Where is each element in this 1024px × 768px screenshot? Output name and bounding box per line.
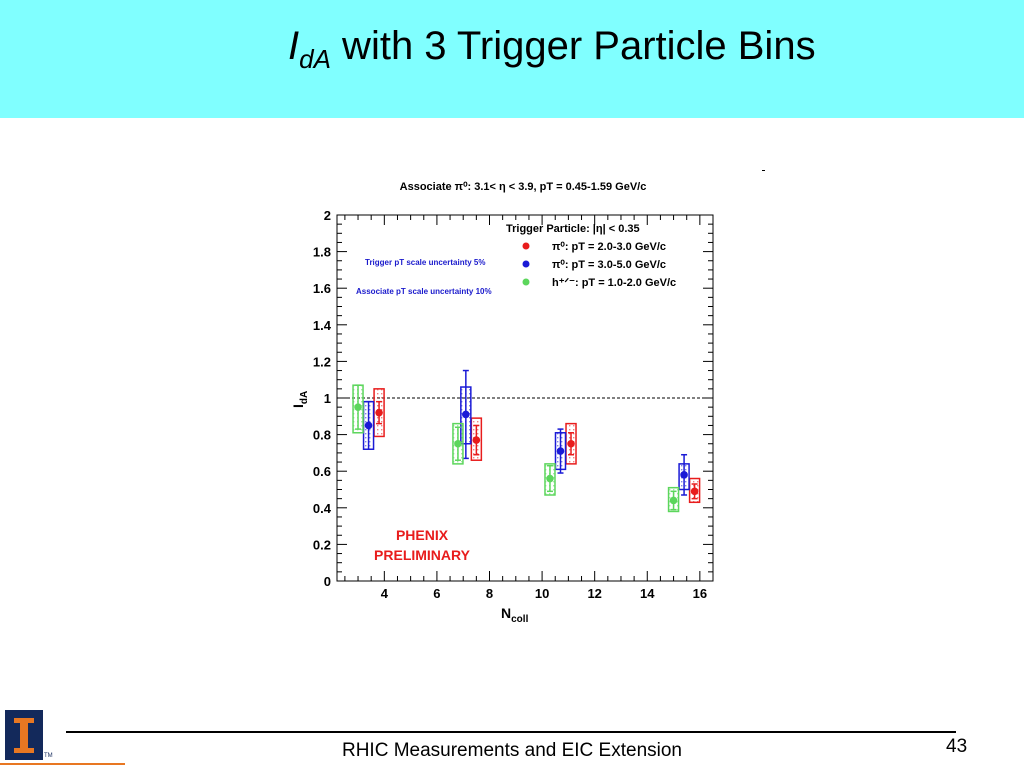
- y-tick-label: 0: [324, 574, 331, 589]
- data-point-red: [567, 439, 575, 448]
- watermark-line-2: PRELIMINARY: [374, 547, 471, 563]
- title-subscript: dA: [299, 44, 331, 74]
- footer-text: RHIC Measurements and EIC Extension: [341, 740, 683, 761]
- stray-mark: [762, 170, 765, 171]
- data-point-blue: [462, 410, 470, 419]
- y-tick-label: 1: [324, 391, 331, 406]
- y-tick-label: 2: [324, 208, 331, 223]
- y-axis-label-sub: dA: [299, 391, 310, 404]
- y-tick-label: 1.8: [313, 245, 331, 260]
- x-tick-label: 16: [693, 586, 707, 601]
- data-point-green: [454, 439, 462, 448]
- legend-label-red: π⁰: pT = 2.0-3.0 GeV/c: [552, 241, 666, 253]
- idA-chart: Associate π⁰: 3.1< η < 3.9, pT = 0.45-1.…: [290, 181, 714, 625]
- x-tick-label: 4: [381, 586, 389, 601]
- title-band: [0, 0, 1024, 118]
- x-tick-label: 6: [433, 586, 440, 601]
- data-point-blue: [364, 421, 373, 430]
- logo-rule: [0, 763, 125, 765]
- legend-label-blue: π⁰: pT = 3.0-5.0 GeV/c: [552, 259, 666, 271]
- y-tick-label: 0.4: [313, 501, 332, 516]
- y-tick-label: 1.2: [313, 354, 331, 369]
- y-tick-label: 0.8: [313, 428, 331, 443]
- footer-rule: [66, 731, 956, 733]
- annotation-associate-scale: Associate pT scale uncertainty 10%: [356, 287, 492, 296]
- data-point-red: [472, 436, 481, 444]
- y-tick-label: 1.6: [313, 281, 331, 296]
- y-axis-label: IdA: [290, 391, 310, 408]
- y-tick-label: 0.2: [313, 537, 331, 552]
- data-point-red: [690, 487, 699, 496]
- x-tick-label: 14: [640, 586, 655, 601]
- legend-header: Trigger Particle: |η| < 0.35: [506, 223, 640, 235]
- legend-marker-blue: [522, 260, 530, 268]
- legend-marker-green: [522, 278, 530, 286]
- logo-trademark: TM: [44, 753, 53, 759]
- x-tick-label: 12: [587, 586, 601, 601]
- data-point-blue: [556, 447, 565, 455]
- data-point-red: [375, 408, 383, 417]
- page-number: 43: [946, 736, 968, 757]
- annotation-trigger-scale: Trigger pT scale uncertainty 5%: [365, 258, 485, 267]
- data-point-blue: [680, 471, 688, 479]
- x-tick-label: 10: [535, 586, 549, 601]
- legend-marker-red: [522, 242, 530, 250]
- title-text: with 3 Trigger Particle Bins: [330, 24, 816, 68]
- x-axis-label-sub: coll: [511, 614, 528, 625]
- legend-label-green: h⁺ᐟ⁻: pT = 1.0-2.0 GeV/c: [552, 277, 676, 289]
- watermark-line-1: PHENIX: [396, 527, 449, 543]
- university-logo: [5, 710, 43, 760]
- title-symbol: I: [288, 24, 300, 68]
- data-point-green: [669, 496, 678, 505]
- data-point-green: [546, 474, 554, 483]
- y-tick-label: 0.6: [313, 464, 331, 479]
- x-axis-label: Ncoll: [501, 605, 529, 625]
- x-tick-label: 8: [486, 586, 493, 601]
- data-point-green: [354, 403, 362, 411]
- chart-title: Associate π⁰: 3.1< η < 3.9, pT = 0.45-1.…: [400, 181, 647, 193]
- y-tick-label: 1.4: [313, 318, 332, 333]
- slide-title: IdA with 3 Trigger Particle Bins: [288, 24, 816, 75]
